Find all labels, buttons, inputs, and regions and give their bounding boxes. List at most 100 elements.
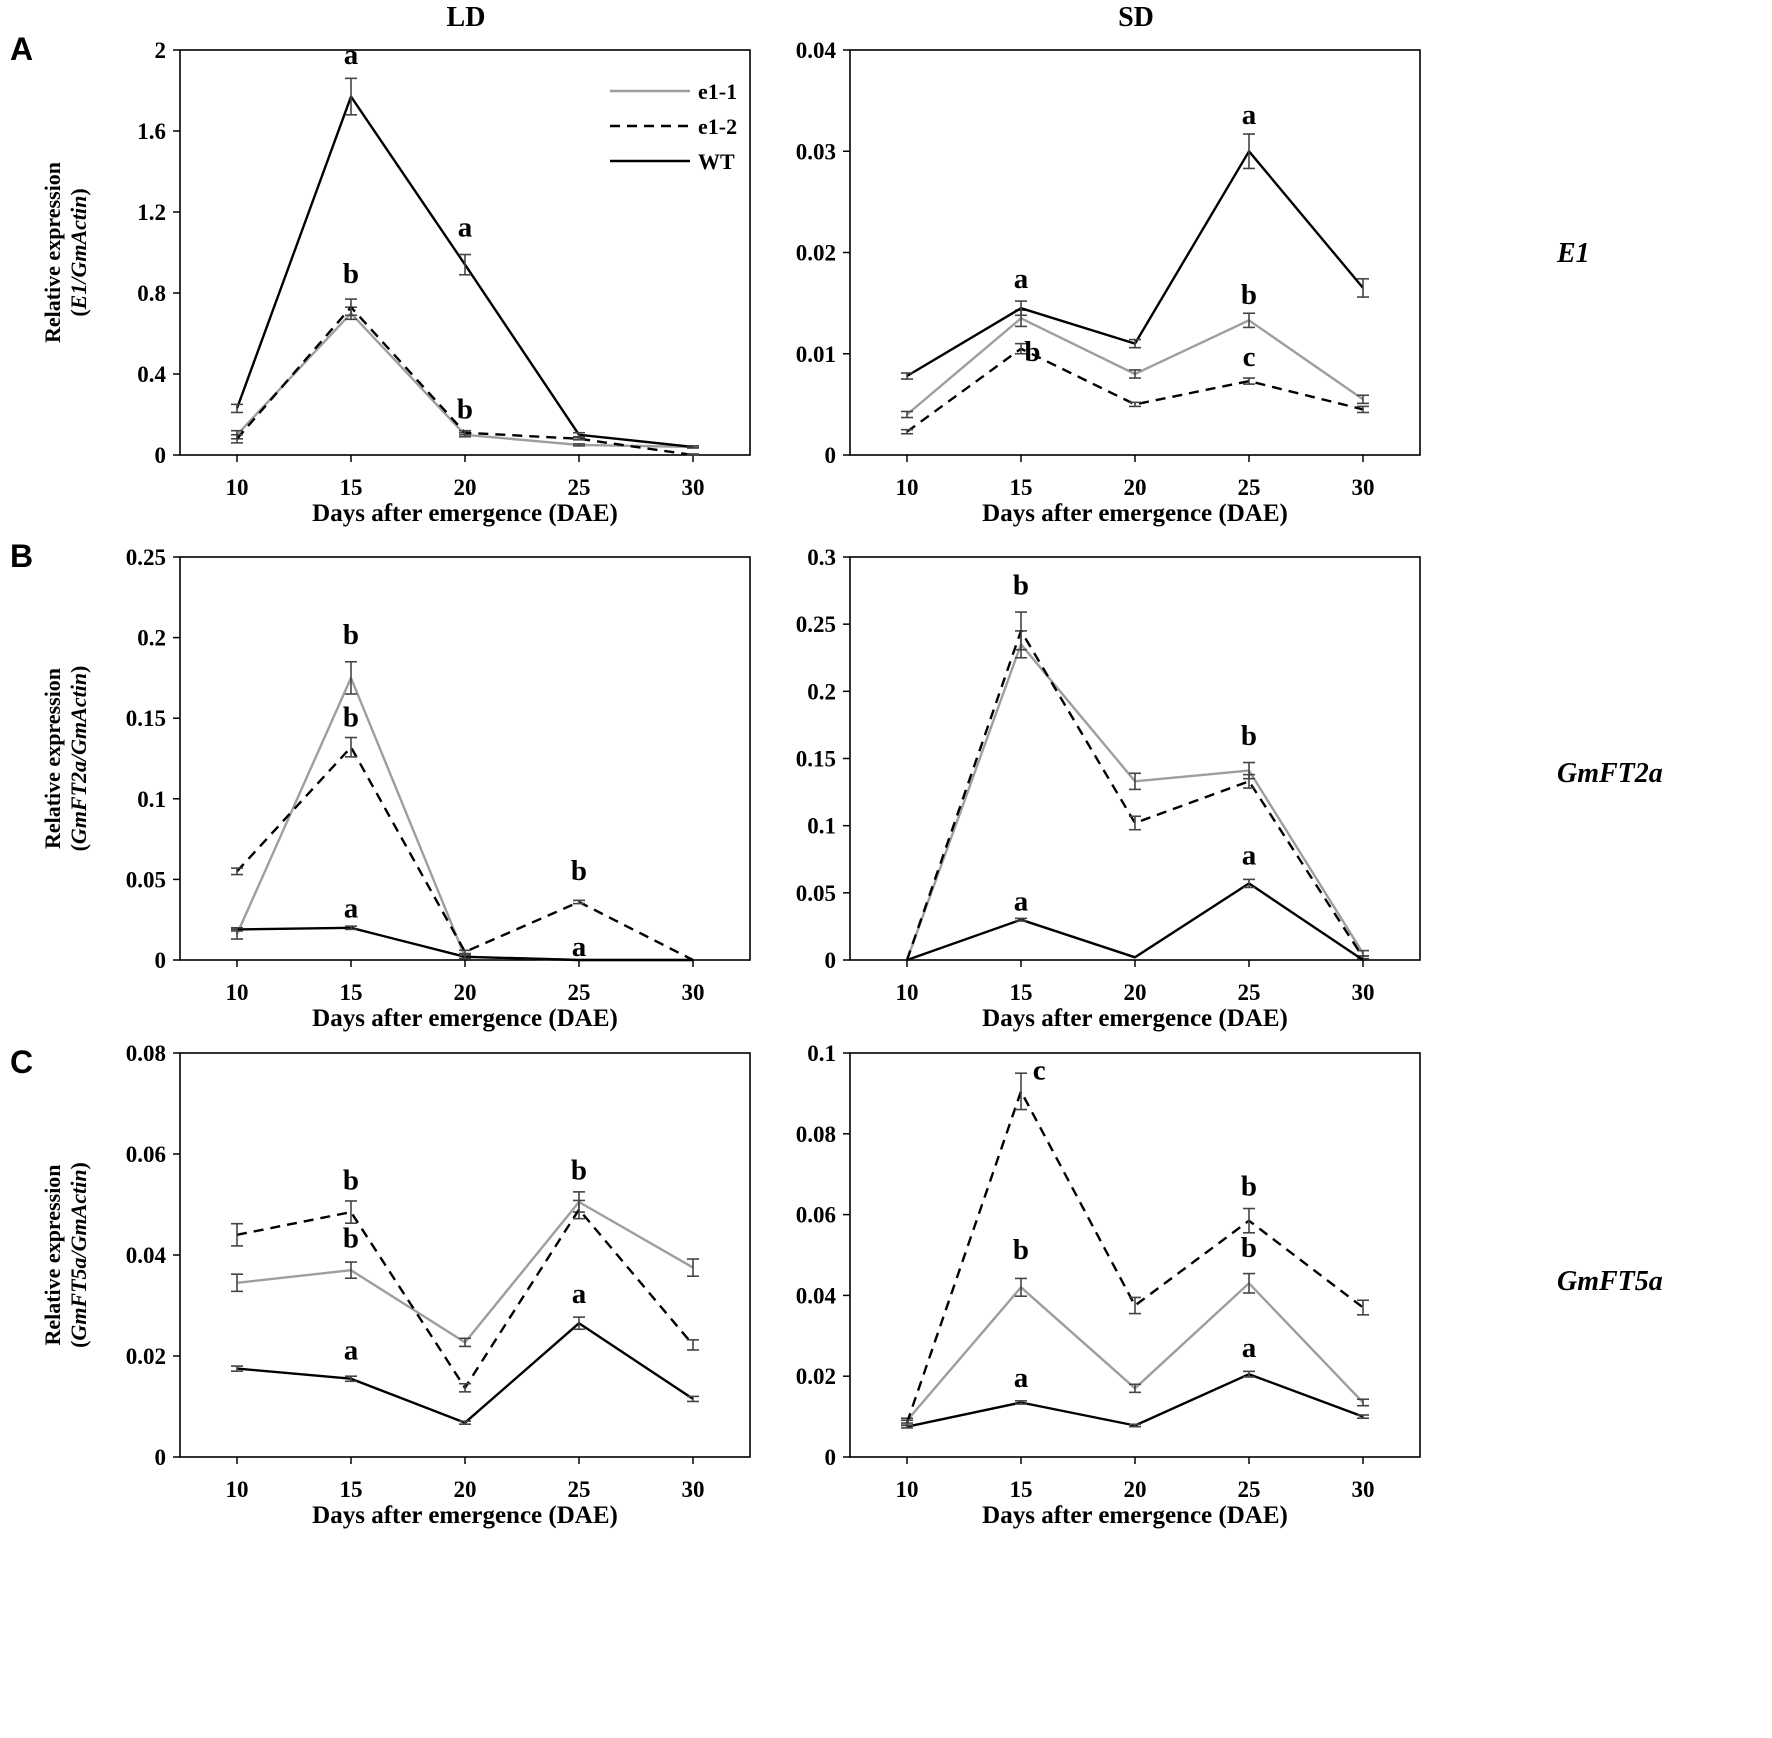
error-bar [687,1258,699,1278]
error-bar [1129,401,1141,408]
x-tick-label: 30 [1352,1477,1375,1502]
y-tick-label: 0 [825,1445,837,1470]
error-bar [345,925,357,931]
y-tick-label: 0.08 [126,1041,166,1066]
significance-letter: b [1013,1234,1029,1266]
chart-b-sd: 0 0.05 0.1 0.15 0.2 0.25 0.3 10 15 20 25 30 Days aft… [796,545,1421,1032]
x-tick-label: 15 [340,980,363,1005]
significance-letter: a [344,892,359,924]
gene-label-gmft5a: GmFT5a [1557,1266,1663,1297]
y-tick-label: 0.2 [807,679,836,704]
error-bar [1357,1414,1369,1420]
x-tick-label: 20 [454,475,477,500]
x-tick-label: 15 [1010,980,1033,1005]
error-bar [459,1382,471,1393]
error-bar [901,1424,913,1429]
y-tick-label: 0.3 [807,545,836,570]
x-tick-label: 20 [1124,1477,1147,1502]
x-tick-label: 20 [454,1477,477,1502]
error-bar [1015,917,1027,922]
error-bar [573,436,585,441]
error-bar [231,1273,243,1293]
error-bar [345,1200,357,1224]
significance-letter: a [572,931,587,963]
x-tick-label: 30 [682,475,705,500]
series-line-wt [906,1372,1364,1428]
y-tick-label: 0.03 [796,139,836,164]
y-tick-label: 1.6 [137,119,166,144]
y-tick-label: 0.05 [796,881,836,906]
error-bar [687,1339,699,1351]
error-bar [1243,878,1255,889]
error-bar [231,403,243,414]
significance-letter: b [1241,1171,1257,1203]
y-tick-label: 0.06 [126,1142,166,1167]
error-bar [345,1261,357,1280]
chart-b-ld: 0 0.05 0.1 0.15 0.2 0.25 10 15 20 25 30 Days after … [40,545,751,1032]
y-tick-label: 0 [825,443,837,468]
significance-letter: a [1242,840,1257,872]
y-axis-title-ratio: (E1/GmActin) [66,188,91,316]
error-bar [231,926,243,932]
y-tick-label: 0.2 [137,626,166,651]
significance-letter: b [457,394,473,426]
y-tick-label: 0.02 [126,1344,166,1369]
error-bar [231,433,243,444]
significance-letter: a [1014,1362,1029,1394]
significance-letter: b [343,701,359,733]
y-tick-label: 0.1 [807,814,836,839]
series-line-e1-1 [906,317,1364,416]
x-tick-label: 20 [454,980,477,1005]
x-tick-label: 25 [568,980,591,1005]
x-axis-title: Days after emergence (DAE) [982,1502,1288,1529]
significance-letter: a [344,1335,359,1367]
x-tick-label: 10 [896,475,919,500]
significance-letter: b [571,1154,587,1186]
y-tick-label: 0.01 [796,342,836,367]
y-tick-label: 0.25 [796,612,836,637]
x-tick-label: 25 [568,475,591,500]
x-tick-label: 30 [1352,475,1375,500]
error-bar [459,429,471,436]
error-bar [1015,1072,1027,1111]
panel-letter-a: A [10,31,33,67]
x-axis-title: Days after emergence (DAE) [982,500,1288,527]
panel-letter-c: C [10,1044,33,1080]
significance-letter: b [343,619,359,651]
error-bar [1357,394,1369,405]
y-axis-title: Relative expression [40,1164,65,1345]
legend-label-wt: WT [698,149,735,174]
y-tick-label: 0.15 [126,706,166,731]
series-line-e1-2 [905,1090,1364,1424]
y-tick-label: 0.06 [796,1203,836,1228]
series-line-e1-1 [236,312,694,449]
series-line-e1-2 [236,1208,694,1390]
error-bar [1129,772,1141,791]
error-bar [573,431,585,438]
x-axis-title: Days after emergence (DAE) [312,1502,618,1529]
error-bar [1015,1400,1027,1405]
error-bar [345,298,357,317]
significance-letter: b [571,855,587,887]
error-bar [459,253,471,276]
x-tick-label: 15 [1010,1477,1033,1502]
plot-frame [179,1052,751,1458]
x-axis-title: Days after emergence (DAE) [312,1005,618,1032]
panel-letter-b: B [10,538,33,574]
error-bar [459,949,471,955]
error-bar [1129,1383,1141,1394]
plot-frame [849,556,1421,961]
y-tick-label: 0.04 [796,1283,837,1308]
error-bar [1243,133,1255,170]
y-tick-label: 0.15 [796,747,836,772]
significance-letter: a [1014,263,1029,295]
legend-label-e1-2: e1-2 [698,114,737,139]
error-bar [573,443,585,447]
significance-letter: b [343,1164,359,1196]
error-bar [459,1420,471,1425]
plot-frame [179,556,751,961]
error-bar [231,1222,243,1247]
y-tick-label: 0.05 [126,867,166,892]
legend-label-e1-1: e1-1 [698,79,737,104]
